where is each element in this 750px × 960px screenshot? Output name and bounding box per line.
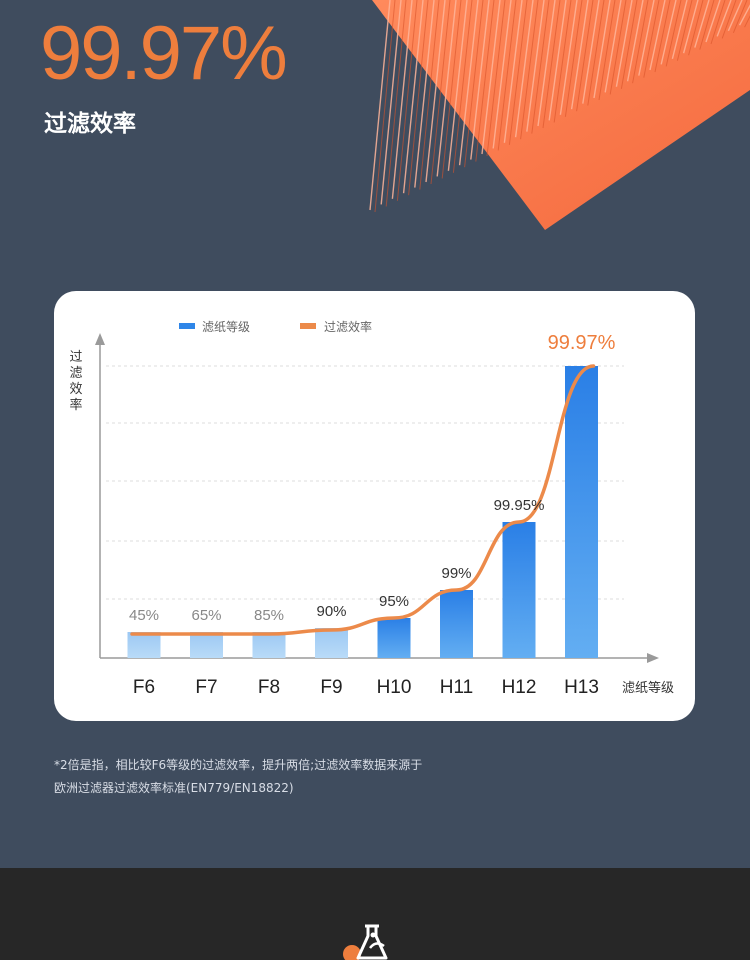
bar-h12 [502,522,536,658]
bar-f7 [190,632,223,658]
x-tick-h12: H12 [502,677,537,698]
value-label-h13: 99.97% [548,332,616,354]
x-tick-f9: F9 [320,677,342,698]
efficiency-chart: 滤纸等级 过滤效率 过滤效率 滤纸等级 45% 65% 85% 90% 95% 99% 99… [69,319,674,698]
footnote: *2倍是指，相比较F6等级的过滤效率，提升两倍;过滤效率数据来源于 欧洲过滤器过… [54,754,422,800]
legend-swatch-grade [179,323,195,329]
value-label-f8: 85% [254,607,284,624]
bar-f9 [315,628,348,658]
bar-h10 [377,618,411,658]
bar-f8 [252,632,286,658]
value-label-f9: 90% [316,603,346,620]
efficiency-curve [130,364,596,636]
x-tick-f8: F8 [258,677,280,698]
legend-label-efficiency: 过滤效率 [324,319,372,334]
y-axis-label: 过滤效率 [69,350,82,413]
value-label-h12: 99.95% [494,497,545,514]
value-label-f6: 45% [129,607,159,624]
value-label-h10: 95% [379,593,409,610]
bar-f6 [127,632,161,658]
x-tick-h10: H10 [377,677,412,698]
lab-flask-icon [343,924,388,960]
footnote-line-2: 欧洲过滤器过滤效率标准(EN779/EN18822) [54,781,294,795]
pleated-filter-image [369,0,750,230]
bar-h11 [440,590,473,658]
hero-efficiency-label: 过滤效率 [44,111,136,137]
legend-swatch-efficiency [300,323,316,329]
x-axis-arrow [647,653,659,663]
x-tick-f6: F6 [133,677,155,698]
legend-label-grade: 滤纸等级 [202,320,250,334]
y-axis-arrow [95,333,105,345]
x-tick-h13: H13 [564,677,599,698]
x-tick-h11: H11 [440,677,473,698]
bar-h13 [565,366,598,658]
x-tick-f7: F7 [195,677,217,698]
value-label-h11: 99% [441,565,471,582]
hero-efficiency-value: 99.97% [40,11,288,96]
value-label-f7: 65% [191,607,221,624]
x-axis-label: 滤纸等级 [622,680,674,696]
efficiency-chart-card: 滤纸等级 过滤效率 过滤效率 滤纸等级 45% 65% 85% 90% 95% 99% 99… [54,291,695,721]
footnote-line-1: *2倍是指，相比较F6等级的过滤效率，提升两倍;过滤效率数据来源于 [54,758,423,772]
